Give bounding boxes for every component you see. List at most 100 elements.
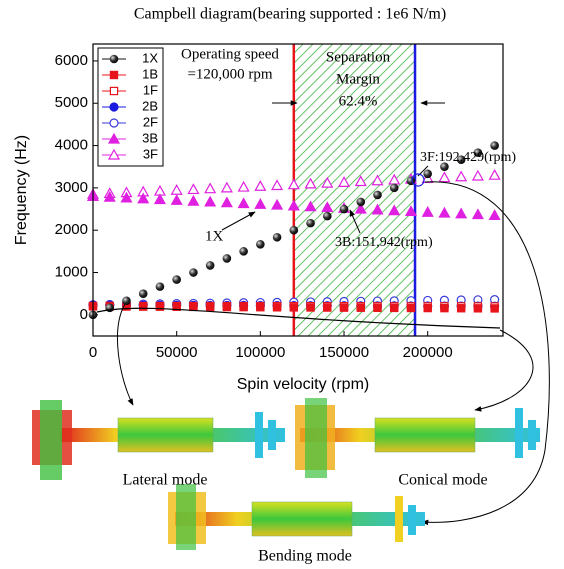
marker — [110, 71, 117, 78]
marker — [423, 207, 433, 216]
marker — [110, 119, 118, 127]
y-tick-label: 2000 — [55, 221, 88, 238]
marker — [239, 182, 249, 191]
y-tick-label: 5000 — [55, 94, 88, 111]
mode-label: Bending mode — [258, 548, 352, 565]
annotation: =120,000 rpm — [187, 66, 272, 82]
y-axis-label: Frequency (Hz) — [13, 135, 30, 245]
mode-label: Lateral mode — [123, 472, 208, 489]
rotor-conical — [295, 398, 540, 478]
marker — [190, 303, 197, 310]
marker — [424, 304, 431, 311]
marker — [391, 304, 398, 311]
marker — [473, 171, 483, 180]
marker — [456, 209, 466, 218]
marker — [407, 304, 414, 311]
marker — [172, 195, 182, 204]
x-axis-label: Spin velocity (rpm) — [237, 376, 369, 393]
annotation: Margin — [336, 71, 380, 87]
marker — [290, 304, 297, 311]
marker — [290, 226, 299, 235]
arrow — [475, 330, 533, 410]
legend-label: 3B — [142, 130, 158, 145]
marker — [140, 303, 147, 310]
arrow — [222, 212, 255, 230]
x-tick-label: 200000 — [403, 344, 453, 361]
marker — [139, 289, 148, 298]
rotor-lateral — [32, 400, 285, 480]
x-tick-label: 50000 — [156, 344, 198, 361]
marker — [390, 184, 399, 193]
marker — [323, 212, 332, 221]
legend-label: 2F — [143, 114, 158, 129]
marker — [490, 210, 500, 219]
marker — [239, 247, 248, 256]
marker — [340, 205, 349, 214]
marker — [223, 303, 230, 310]
marker — [206, 261, 215, 270]
chart-title: Campbell diagram(bearing supported : 1e6… — [134, 6, 446, 23]
marker — [272, 181, 282, 190]
legend-label: 2B — [142, 98, 158, 113]
marker — [255, 199, 265, 208]
marker — [423, 169, 432, 178]
marker — [473, 210, 483, 219]
marker — [155, 195, 165, 204]
marker — [474, 305, 481, 312]
marker — [110, 55, 119, 64]
annotation: 3B:151,942(rpm) — [335, 235, 433, 250]
marker — [490, 170, 500, 179]
marker — [257, 304, 264, 311]
marker — [205, 184, 215, 193]
marker — [456, 172, 466, 181]
mode-label: Conical mode — [398, 472, 487, 489]
marker — [439, 208, 449, 217]
marker — [306, 219, 315, 228]
rotor-bending — [168, 484, 425, 550]
marker — [374, 304, 381, 311]
legend-label: 1F — [143, 82, 158, 97]
x-tick-label: 0 — [89, 344, 97, 361]
legend-label: 1B — [142, 66, 158, 81]
marker — [340, 304, 347, 311]
annotation: 62.4% — [339, 93, 378, 109]
marker — [222, 183, 232, 192]
marker — [239, 198, 249, 207]
x-tick-label: 150000 — [319, 344, 369, 361]
marker — [110, 103, 118, 111]
marker — [205, 197, 215, 206]
legend-label: 1X — [142, 50, 158, 65]
marker — [439, 173, 449, 182]
marker — [273, 304, 280, 311]
marker — [441, 305, 448, 312]
marker — [490, 141, 499, 150]
marker — [156, 282, 165, 291]
marker — [273, 233, 282, 242]
annotation: Separation — [326, 49, 391, 65]
y-tick-label: 0 — [80, 306, 88, 323]
marker — [373, 191, 382, 200]
y-tick-label: 6000 — [55, 52, 88, 69]
marker — [207, 303, 214, 310]
annotation: 1X — [205, 228, 224, 244]
marker — [188, 196, 198, 205]
marker — [357, 304, 364, 311]
marker — [172, 275, 181, 284]
marker — [240, 304, 247, 311]
marker — [491, 305, 498, 312]
marker — [458, 305, 465, 312]
marker — [256, 240, 265, 249]
marker — [189, 268, 198, 277]
marker — [272, 200, 282, 209]
marker — [222, 198, 232, 207]
mode-shapes: Lateral mode Conical mode Bending mode — [32, 398, 540, 565]
marker — [110, 87, 117, 94]
y-tick-label: 3000 — [55, 179, 88, 196]
marker — [356, 198, 365, 207]
chart: Campbell diagram(bearing supported : 1e6… — [0, 0, 564, 569]
annotation: 3F:192,429(rpm) — [420, 150, 516, 165]
arrow — [117, 304, 133, 405]
legend-label: 3F — [143, 146, 158, 161]
marker — [307, 304, 314, 311]
marker — [122, 296, 131, 305]
